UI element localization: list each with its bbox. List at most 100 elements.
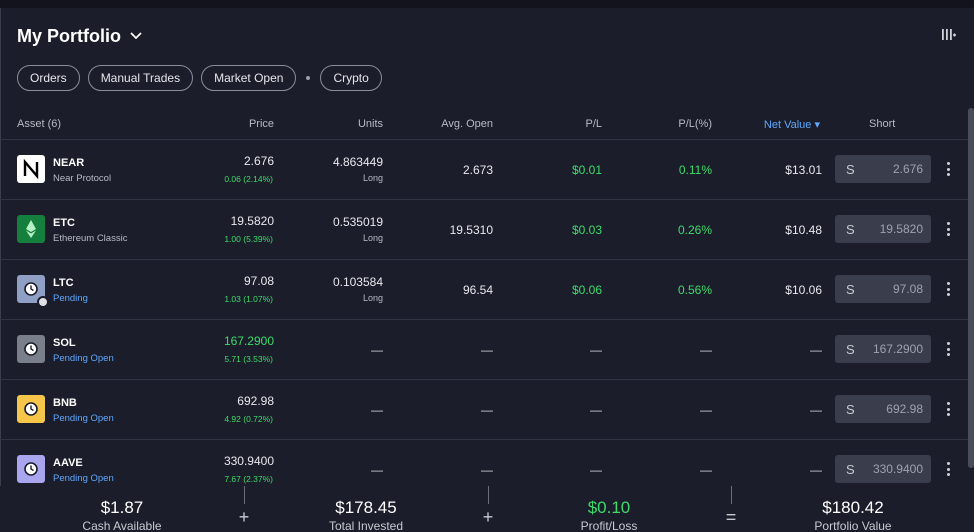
column-price[interactable]: Price — [248, 118, 274, 130]
profit-loss: $0.10 Profit/Loss — [549, 486, 669, 532]
more-options-icon[interactable] — [944, 342, 952, 356]
cash-available: $1.87 Cash Available — [62, 486, 182, 532]
position-direction: Long — [362, 293, 383, 303]
short-price: 97.08 — [892, 282, 923, 296]
total-invested-value: $178.45 — [335, 498, 397, 517]
price-change: 0.06 (2.14%) — [224, 174, 273, 184]
pending-clock-icon — [17, 455, 45, 483]
separator-dot — [306, 76, 311, 80]
table-row[interactable]: NEAR Near Protocol 2.676 0.06 (2.14%) 4.… — [0, 140, 968, 200]
pl-value: $0.03 — [571, 223, 602, 237]
column-net-value[interactable]: Net Value ▾ — [763, 119, 820, 131]
equals-sign: = — [725, 507, 737, 527]
near-logo-icon — [17, 155, 45, 183]
pending-badge-icon — [37, 296, 49, 308]
pending-clock-icon — [17, 395, 45, 423]
short-label: S — [846, 281, 855, 297]
plus-sign: + — [238, 507, 250, 527]
pl-value: $0.06 — [571, 283, 602, 297]
pl-value: — — [590, 403, 602, 417]
asset-symbol: NEAR — [53, 157, 85, 169]
column-pl[interactable]: P/L — [585, 118, 602, 130]
portfolio-value-amount: $180.42 — [822, 498, 884, 517]
short-price: 19.5820 — [879, 222, 923, 236]
table-row[interactable]: BNB Pending Open 692.98 4.92 (0.72%) — —… — [0, 380, 968, 440]
column-settings-icon[interactable] — [940, 26, 958, 44]
asset-status: Pending — [53, 293, 88, 304]
table-row[interactable]: LTC Pending 97.08 1.03 (1.07%) 0.103584 … — [0, 260, 968, 320]
equals-operator: = — [721, 486, 741, 528]
column-asset[interactable]: Asset (6) — [17, 118, 62, 130]
short-button[interactable]: S 97.08 — [835, 275, 931, 303]
filter-manual-trades[interactable]: Manual Trades — [87, 65, 194, 91]
short-label: S — [846, 401, 855, 417]
position-direction: Long — [362, 233, 383, 243]
pl-value: $0.01 — [571, 163, 602, 177]
cash-available-label: Cash Available — [82, 519, 162, 532]
short-price: 167.2900 — [872, 342, 923, 356]
column-short: Short — [869, 118, 896, 130]
short-button[interactable]: S 167.2900 — [835, 335, 931, 363]
short-label: S — [846, 221, 855, 237]
short-button[interactable]: S 2.676 — [835, 155, 931, 183]
chevron-down-icon[interactable] — [129, 29, 143, 43]
units-value: — — [371, 403, 383, 417]
short-label: S — [846, 161, 855, 177]
avg-open-value: — — [481, 403, 493, 417]
cash-available-value: $1.87 — [100, 498, 144, 517]
column-avg-open[interactable]: Avg. Open — [441, 118, 493, 130]
asset-status: Pending Open — [53, 473, 114, 484]
pl-percent-value: 0.26% — [677, 223, 712, 237]
profit-loss-label: Profit/Loss — [580, 519, 638, 532]
etc-logo-icon — [17, 215, 45, 243]
pl-percent-value: — — [700, 403, 712, 417]
avg-open-value: — — [481, 463, 493, 477]
short-button[interactable]: S 19.5820 — [835, 215, 931, 243]
short-button[interactable]: S 692.98 — [835, 395, 931, 423]
portfolio-value: $180.42 Portfolio Value — [793, 486, 913, 532]
table-row[interactable]: ETC Ethereum Classic 19.5820 1.00 (5.39%… — [0, 200, 968, 260]
avg-open-value: 96.54 — [462, 283, 493, 297]
short-button[interactable]: S 330.9400 — [835, 455, 931, 483]
more-options-icon[interactable] — [944, 402, 952, 416]
filter-orders[interactable]: Orders — [17, 65, 80, 91]
net-value: — — [810, 343, 822, 357]
plus-operator: + — [234, 486, 254, 528]
filter-crypto[interactable]: Crypto — [320, 65, 382, 91]
asset-symbol: BNB — [53, 397, 77, 409]
more-options-icon[interactable] — [944, 462, 952, 476]
net-value: — — [810, 403, 822, 417]
more-options-icon[interactable] — [944, 282, 952, 296]
asset-name: Near Protocol — [53, 173, 112, 184]
column-units[interactable]: Units — [357, 118, 383, 130]
more-options-icon[interactable] — [944, 222, 952, 236]
pl-percent-value: 0.56% — [677, 283, 712, 297]
table-row[interactable]: SOL Pending Open 167.2900 5.71 (3.53%) —… — [0, 320, 968, 380]
units-value: 0.103584 — [332, 275, 383, 289]
page-title: My Portfolio — [17, 25, 121, 46]
asset-symbol: ETC — [53, 217, 75, 229]
scrollbar[interactable] — [968, 108, 974, 468]
profit-loss-value: $0.10 — [587, 498, 631, 517]
table-header: Asset (6) Price Units Avg. Open P/L P/L(… — [0, 108, 968, 140]
filter-market-open[interactable]: Market Open — [201, 65, 297, 91]
units-value: — — [371, 343, 383, 357]
short-price: 692.98 — [886, 402, 923, 416]
filter-chips: Orders Manual Trades Market Open Crypto — [17, 65, 382, 91]
asset-symbol: AAVE — [53, 457, 83, 469]
avg-open-value: 19.5310 — [449, 223, 493, 237]
column-pl-percent[interactable]: P/L(%) — [678, 118, 712, 130]
short-price: 330.9400 — [872, 462, 923, 476]
price-change: 1.03 (1.07%) — [224, 294, 273, 304]
asset-status: Pending Open — [53, 353, 114, 364]
asset-symbol: SOL — [53, 337, 76, 349]
portfolio-header[interactable]: My Portfolio — [17, 24, 143, 48]
pending-clock-icon — [17, 335, 45, 363]
asset-status: Pending Open — [53, 413, 114, 424]
asset-symbol: LTC — [53, 277, 74, 289]
pl-value: — — [590, 343, 602, 357]
units-value: 4.863449 — [332, 155, 383, 169]
plus-sign: + — [482, 507, 494, 527]
more-options-icon[interactable] — [944, 162, 952, 176]
price-change: 7.67 (2.37%) — [224, 474, 273, 484]
